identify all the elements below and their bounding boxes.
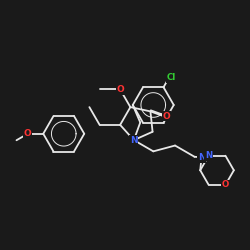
Text: Cl: Cl bbox=[166, 73, 176, 82]
Text: O: O bbox=[222, 180, 229, 189]
Text: N: N bbox=[205, 151, 212, 160]
Text: O: O bbox=[162, 112, 170, 120]
Text: O: O bbox=[116, 85, 124, 94]
Text: O: O bbox=[24, 129, 32, 138]
Text: N: N bbox=[130, 136, 138, 144]
Text: N: N bbox=[198, 153, 205, 162]
